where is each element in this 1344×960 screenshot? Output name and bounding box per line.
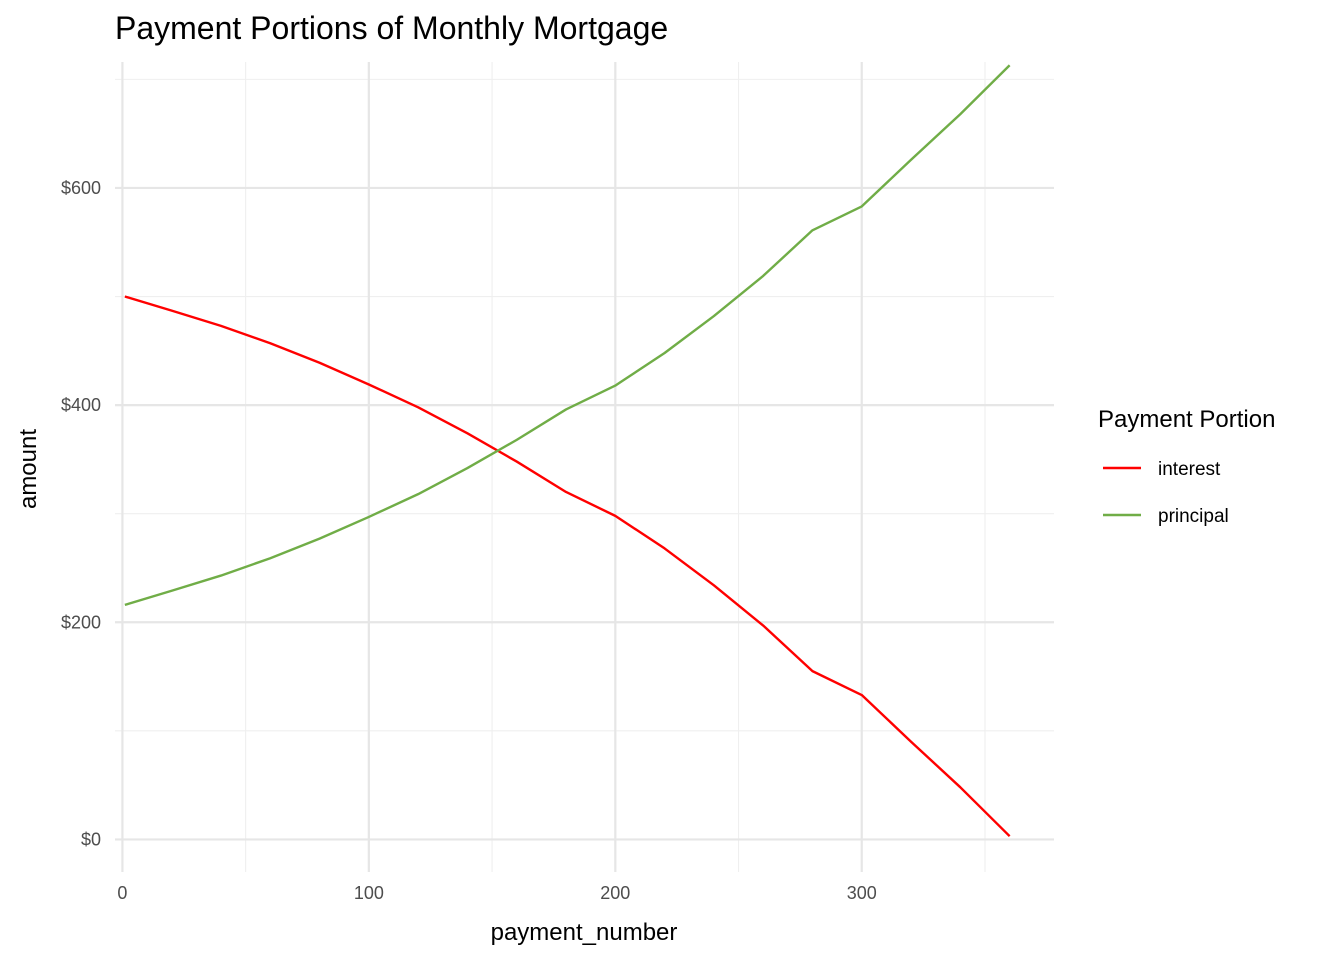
y-axis-tick-labels: $0 $200 $400 $600 [61,178,101,849]
plot-panel [115,62,1054,872]
legend-items: interest principal [1103,459,1229,527]
y-axis-title: amount [15,429,42,509]
principal-line [124,64,1011,607]
legend-label-principal: principal [1158,506,1229,527]
x-tick-label: 200 [600,883,630,903]
legend-item-principal: principal [1103,506,1229,527]
chart-title: Payment Portions of Monthly Mortgage [115,10,668,46]
major-gridlines [115,62,1054,872]
minor-gridlines [115,62,1054,872]
y-tick-label: $600 [61,178,101,198]
legend-item-interest: interest [1103,459,1221,480]
legend: Payment Portion interest principal [1098,406,1275,527]
legend-title: Payment Portion [1098,406,1275,433]
x-axis-tick-labels: 0 100 200 300 [117,883,876,903]
legend-label-interest: interest [1158,459,1221,480]
interest-line [124,295,1011,838]
x-tick-label: 0 [117,883,127,903]
series-layer [124,64,1011,838]
y-tick-label: $0 [81,829,101,849]
y-tick-label: $400 [61,395,101,415]
x-tick-label: 100 [354,883,384,903]
x-tick-label: 300 [847,883,877,903]
x-axis-title: payment_number [491,919,678,946]
y-tick-label: $200 [61,612,101,632]
